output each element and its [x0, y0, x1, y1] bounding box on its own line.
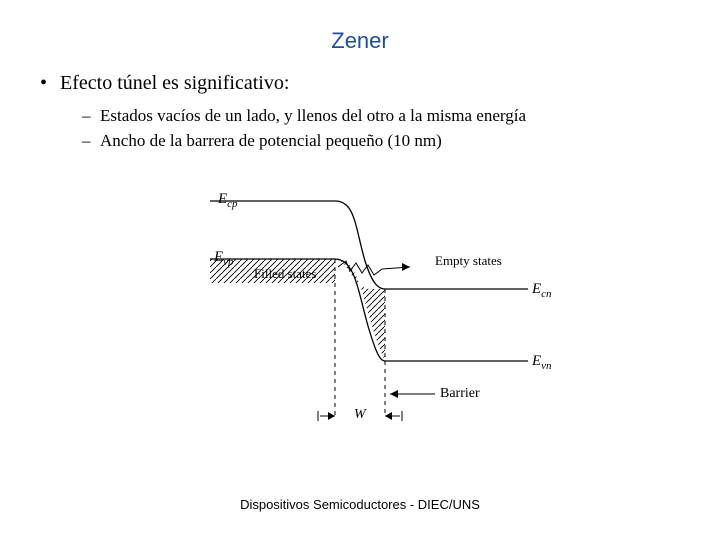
label-w: W — [354, 407, 366, 423]
w-arrow-right-head — [385, 412, 392, 420]
label-filled-states: Filled states — [254, 266, 316, 282]
label-empty-states: Empty states — [435, 253, 502, 269]
label-ecn: Ecn — [532, 281, 552, 300]
label-ecp: Ecp — [218, 191, 238, 210]
label-evp: Evp — [214, 249, 234, 268]
content-block: Efecto túnel es significativo: Estados v… — [0, 72, 720, 153]
label-barrier: Barrier — [440, 386, 480, 402]
page-title: Zener — [0, 0, 720, 72]
footer-text: Dispositivos Semicoductores - DIEC/UNS — [0, 497, 720, 512]
bullet-sub-1: Estados vacíos de un lado, y llenos del … — [40, 105, 690, 128]
bullet-sub-2: Ancho de la barrera de potencial pequeño… — [40, 130, 690, 153]
tunneling-arrow-head — [402, 263, 410, 271]
band-diagram: Ecp Evp Ecn Evn Filled states Empty stat… — [150, 171, 570, 451]
w-arrow-left-head — [328, 412, 335, 420]
label-evn: Evn — [532, 353, 552, 372]
diagram-container: Ecp Evp Ecn Evn Filled states Empty stat… — [0, 171, 720, 451]
barrier-pointer-head — [390, 390, 398, 398]
bullet-main: Efecto túnel es significativo: — [40, 72, 690, 95]
